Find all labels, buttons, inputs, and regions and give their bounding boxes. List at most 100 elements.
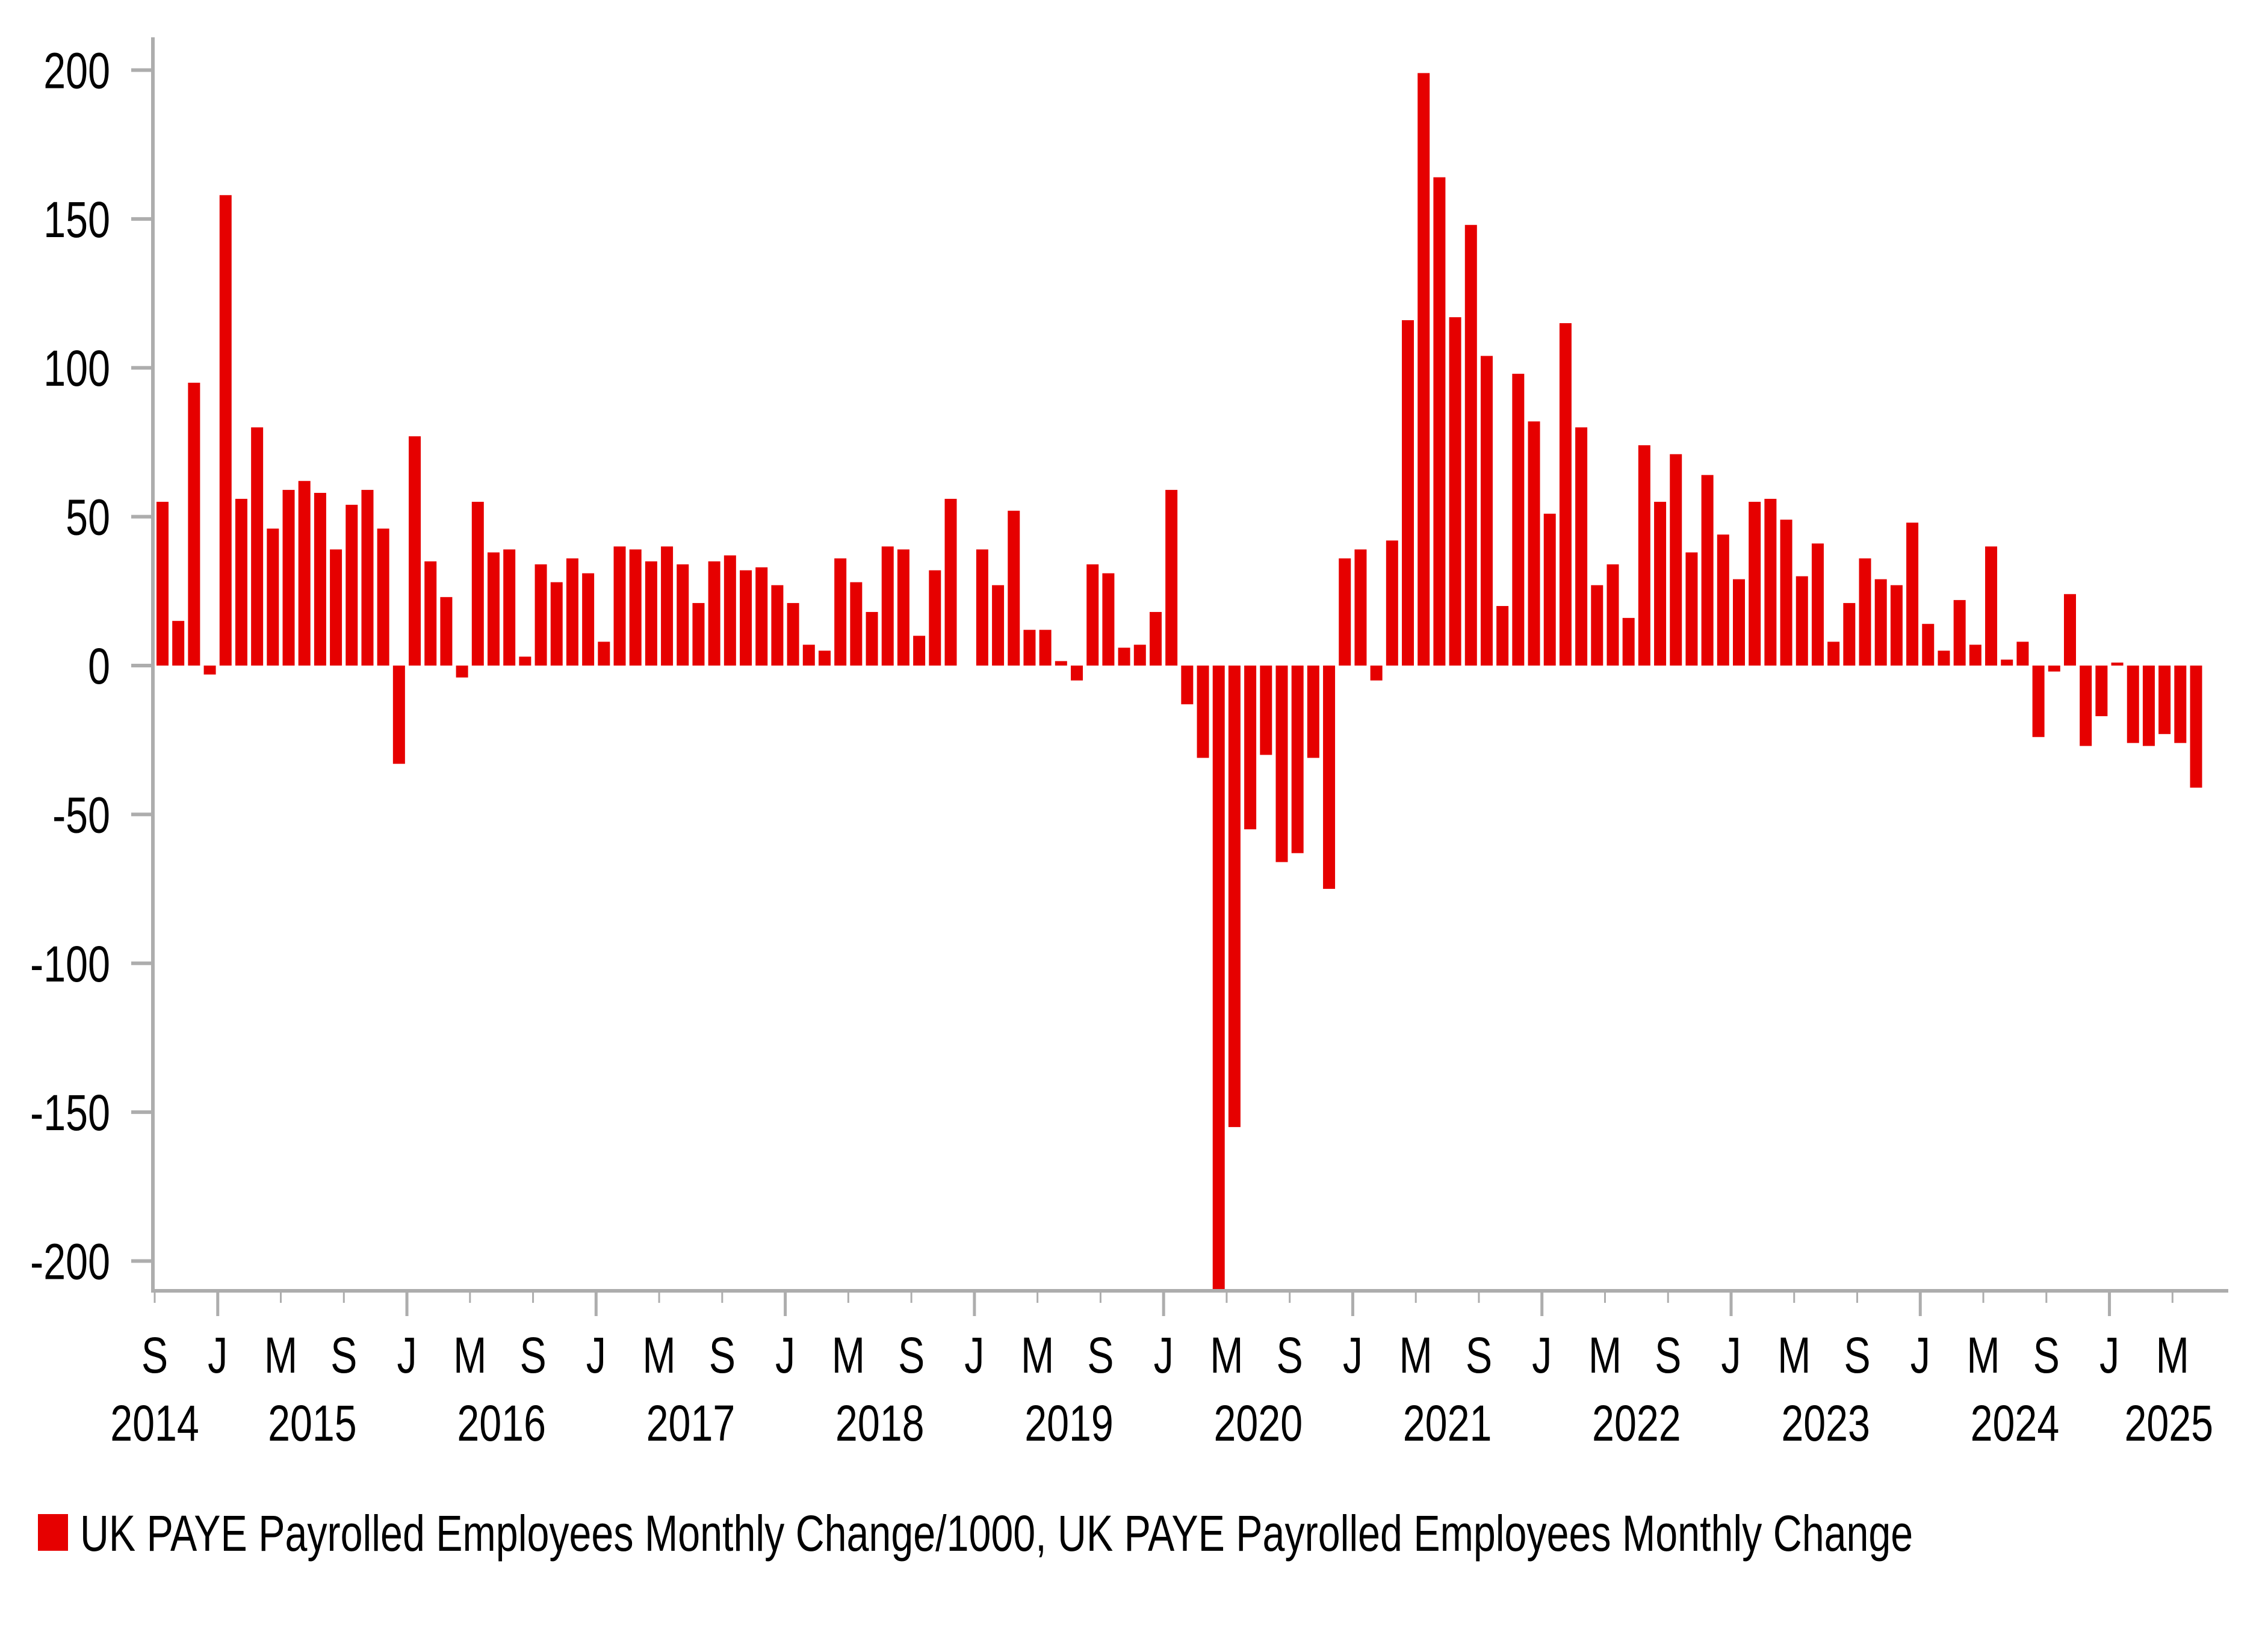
x-tick-label: J [2099,1328,2119,1384]
bar [740,570,752,666]
bar [1922,623,1935,666]
bar [2190,666,2202,788]
bar [1008,510,1020,666]
y-tick-label: 50 [66,489,110,546]
bar [755,567,768,666]
x-tick-label: J [397,1328,417,1384]
bar [392,666,405,764]
bar [1859,558,1871,666]
bar [1733,579,1745,666]
bar [487,552,500,666]
bar [1275,666,1288,862]
x-tick-label: M [264,1328,297,1384]
bar [708,561,720,666]
x-tick-label: S [1655,1328,1681,1384]
bar [267,528,279,666]
bar [818,651,831,666]
bar [1260,666,1272,755]
bar [409,436,421,666]
bar [1449,317,1461,666]
bar [1055,661,1067,666]
bar [1086,564,1099,666]
bar [2016,641,2029,666]
bar [156,501,169,666]
y-tick-label: -200 [30,1234,110,1290]
legend: UK PAYE Payrolled Employees Monthly Chan… [38,1506,1913,1562]
bar [1764,498,1777,666]
bar [298,481,311,666]
bar [1307,666,1319,758]
bar [550,582,563,666]
x-tick-label: S [898,1328,925,1384]
bar [1118,648,1130,666]
x-year-label: 2019 [1024,1396,1114,1452]
bar [1418,73,1430,666]
bar [1133,645,1146,666]
x-year-label: 2025 [2124,1396,2213,1452]
x-tick-label: S [1087,1328,1114,1384]
x-tick-label: J [586,1328,606,1384]
bar [1559,323,1572,666]
bar [1622,617,1635,666]
bar [566,558,578,666]
x-tick-label: S [1277,1328,1303,1384]
x-tick-label: M [1399,1328,1433,1384]
y-tick-label: -50 [52,787,110,844]
x-year-label: 2024 [1971,1396,2060,1452]
bar [2063,594,2076,666]
bar [1606,564,1619,666]
x-year-label: 2014 [110,1396,199,1452]
bar [1717,534,1729,666]
bar [802,645,815,666]
bar [219,195,232,666]
legend-label: UK PAYE Payrolled Employees Monthly Chan… [80,1506,1913,1562]
x-tick-label: S [1844,1328,1870,1384]
bar [1197,666,1209,758]
bar [503,549,516,666]
bar [456,666,468,678]
bar [1843,603,1856,666]
bar [2080,666,2092,746]
bar [1953,600,1966,666]
x-year-label: 2023 [1781,1396,1870,1452]
x-tick-label: M [2156,1328,2189,1384]
bar [897,549,909,666]
bar [2158,666,2171,734]
y-tick-label: -150 [30,1085,110,1142]
bar [1701,475,1714,666]
bar [330,549,342,666]
x-year-label: 2022 [1592,1396,1681,1452]
bar [1512,374,1525,666]
bar [1149,611,1162,666]
bar [944,498,957,666]
bar [1023,629,1036,666]
bar [929,570,941,666]
bar [1071,666,1083,681]
bar [1402,320,1414,666]
bar [203,666,216,675]
bar [1464,224,1477,666]
x-tick-label: J [1721,1328,1741,1384]
bar [1591,585,1603,666]
bar [1496,606,1509,666]
bar [1543,513,1556,666]
bar [314,493,326,666]
bar [1433,177,1446,666]
bar [1354,549,1367,666]
bar [2111,663,2124,666]
bar [1827,641,1840,666]
bar [519,657,531,666]
x-year-label: 2016 [457,1396,546,1452]
bar [1749,501,1761,666]
bar [1985,546,1998,666]
bar [723,555,736,666]
bar [1780,519,1792,666]
x-tick-label: S [709,1328,736,1384]
bars-layer [156,73,2202,1291]
bar [976,549,988,666]
bar [1386,540,1398,666]
x-tick-label: M [1021,1328,1054,1384]
bar [377,528,389,666]
